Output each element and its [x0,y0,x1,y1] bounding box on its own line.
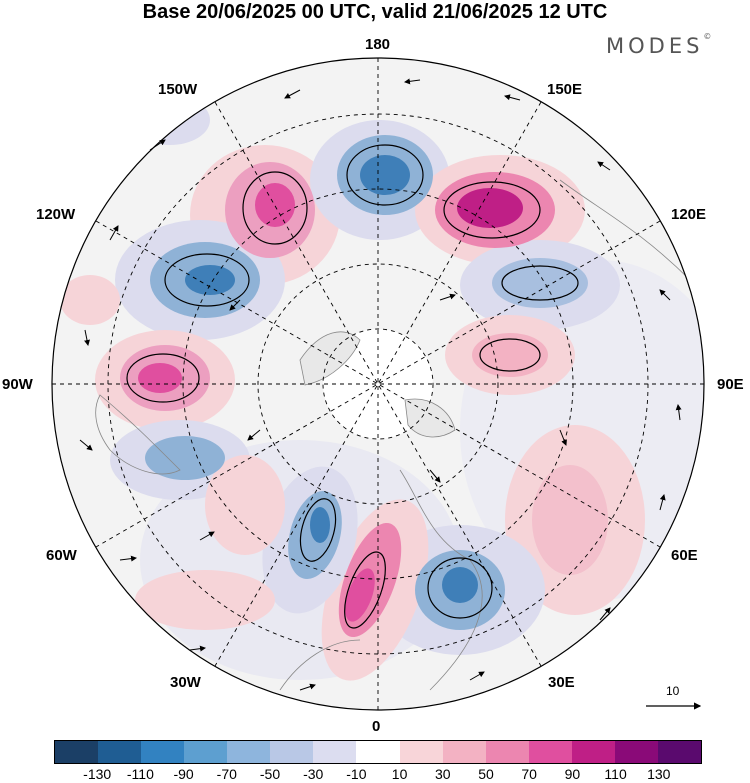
colorbar-segment [313,741,357,763]
colorbar-segment [528,741,572,763]
colorbar [54,740,702,764]
colorbar-segment [571,741,615,763]
colorbar-tick-label: -130 [83,766,112,782]
colorbar-tick-label: 110 [604,766,627,782]
modes-logo: MODES© [606,32,712,58]
colorbar-tick-label: -90 [173,766,194,782]
colorbar-tick-label: -10 [346,766,367,782]
lon-label-150w: 150W [158,81,198,98]
reference-vector-label: 10 [666,684,680,698]
colorbar-segment [55,741,99,763]
lon-label-30w: 30W [170,674,201,691]
colorbar-segment [184,741,228,763]
colorbar-segment [227,741,271,763]
colorbar-segment [614,741,658,763]
lon-label-120w: 120W [36,206,76,223]
wind-vectors [79,78,682,691]
colorbar-tick-label: 50 [478,766,494,782]
colorbar-tick-label: 70 [521,766,537,782]
map-title: Base 20/06/2025 00 UTC, valid 21/06/2025… [142,1,608,23]
colorbar-segment [442,741,486,763]
anomaly-field [52,58,704,710]
colorbar-tick-label: -30 [303,766,324,782]
lon-label-90w: 90W [2,376,33,393]
lon-label-180: 180 [365,36,391,53]
lon-label-60e: 60E [671,547,698,564]
colorbar-segment [657,741,701,763]
lon-label-60w: 60W [46,547,77,564]
colorbar-tick-label: -110 [126,766,154,782]
colorbar-segment [399,741,443,763]
map-boundary [51,57,705,711]
colorbar-tick-label: 130 [647,766,671,782]
colorbar-segment [141,741,185,763]
lon-label-0: 0 [372,718,381,735]
colorbar-tick-label: -50 [259,766,281,782]
colorbar-tick-label: 10 [391,766,408,782]
lon-label-120e: 120E [671,206,707,223]
colorbar-tick-label: 90 [564,766,581,782]
colorbar-segment [356,741,400,763]
colorbar-tick-label: 30 [435,766,451,782]
lon-label-30e: 30E [548,674,575,691]
colorbar-segment [270,741,314,763]
colorbar-segment [98,741,142,763]
colorbar-tick-label: -70 [216,766,237,782]
lon-label-90e: 90E [717,376,744,393]
colorbar-segment [485,741,529,763]
lon-label-150e: 150E [547,81,583,98]
